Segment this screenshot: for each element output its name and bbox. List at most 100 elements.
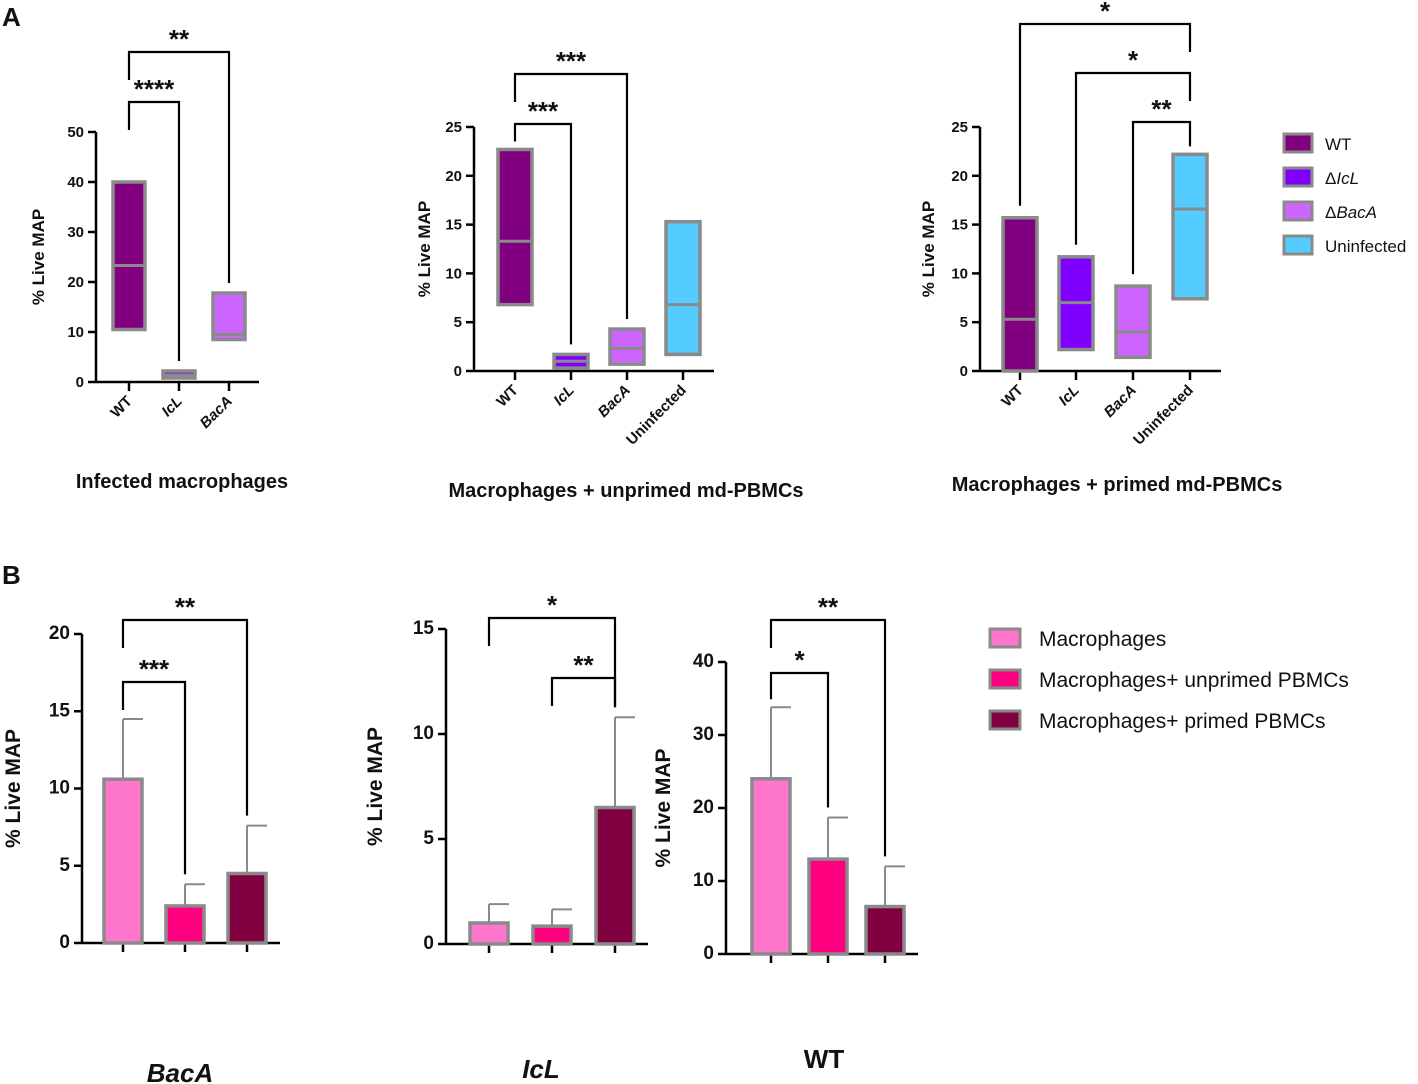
bar-macrophages: [468, 921, 510, 946]
y-tick-label: 50: [67, 124, 84, 141]
y-axis-label: % Live MAP: [415, 201, 434, 297]
bar-macrophages-primed-pbmcs: [226, 871, 268, 945]
box-baca: [211, 291, 247, 342]
y-axis-label: % Live MAP: [29, 209, 48, 305]
legend-text: IcL: [1336, 169, 1359, 188]
y-tick-label: 25: [951, 119, 968, 136]
significance-stars: **: [175, 592, 196, 622]
legend-swatch-wt: [1282, 132, 1314, 154]
legend-swatch-uninfected: [1282, 234, 1314, 256]
significance-bracket: [1131, 120, 1192, 275]
y-tick-label: 20: [445, 168, 462, 185]
legend-swatch-icl: [1282, 166, 1314, 188]
bar-macrophages-unprimed-pbmcs: [164, 904, 206, 945]
panel-label-b: B: [2, 560, 21, 590]
box-wt: [1001, 216, 1039, 373]
x-category-label: WT: [493, 382, 522, 411]
y-tick-label: 20: [693, 797, 714, 818]
y-axis-label: % Live MAP: [652, 748, 675, 867]
y-tick-label: 20: [951, 168, 968, 185]
y-tick-label: 10: [693, 870, 714, 891]
x-category-label: Uninfected: [623, 382, 690, 449]
x-category-label: IcL: [1055, 382, 1082, 409]
legend-text: BacA: [1336, 203, 1377, 222]
bar-macrophages-unprimed-pbmcs: [807, 857, 849, 956]
legend-text: Uninfected: [1325, 237, 1406, 256]
y-tick-label: 10: [49, 778, 70, 799]
significance-stars: **: [818, 592, 839, 622]
significance-stars: ***: [528, 96, 559, 126]
legend-swatch-baca: [1282, 200, 1314, 222]
legend-label-wt: WT: [1325, 135, 1351, 154]
chart-title: BacA: [147, 1058, 213, 1084]
significance-bracket: [769, 671, 830, 808]
x-category-label: Uninfected: [1130, 382, 1197, 449]
x-category-label: IcL: [550, 382, 577, 409]
significance-stars: **: [169, 24, 190, 54]
y-tick-label: 0: [703, 943, 714, 964]
x-category-label: BacA: [1101, 382, 1140, 421]
x-category-label: WT: [998, 382, 1027, 411]
significance-stars: ***: [139, 654, 170, 684]
box-uninfected: [664, 219, 702, 357]
significance-bracket: [127, 50, 231, 283]
y-tick-label: 30: [693, 724, 714, 745]
x-category-label: BacA: [197, 393, 236, 432]
y-axis-label: % Live MAP: [364, 727, 387, 846]
chart-title: Infected macrophages: [76, 471, 288, 493]
legend-label-macrophages-primed-pbmcs: Macrophages+ primed PBMCs: [1039, 710, 1326, 733]
legend-label-macrophages: Macrophages: [1039, 628, 1166, 651]
y-axis-label: % Live MAP: [2, 729, 25, 848]
y-tick-label: 5: [423, 828, 434, 849]
box-baca: [608, 327, 646, 366]
box-wt: [111, 180, 147, 332]
legend-swatch-macrophages-unprimed-pbmcs: [988, 668, 1022, 690]
legend-delta-prefix: Δ: [1325, 169, 1336, 188]
significance-bracket: [127, 100, 181, 361]
y-tick-label: 10: [951, 265, 968, 282]
significance-bracket: [1018, 22, 1192, 206]
chart-title: WT: [804, 1044, 845, 1074]
y-tick-label: 20: [49, 623, 70, 644]
chart-title: Macrophages + unprimed md-PBMCs: [448, 480, 803, 502]
chart-title: Macrophages + primed md-PBMCs: [952, 474, 1283, 496]
legend-text: WT: [1325, 135, 1351, 154]
significance-stars: **: [1151, 94, 1172, 124]
box-uninfected: [1171, 152, 1209, 301]
x-category-label: WT: [107, 393, 136, 422]
y-tick-label: 0: [423, 933, 434, 954]
y-tick-label: 15: [413, 618, 435, 639]
significance-bracket: [121, 618, 249, 816]
y-tick-label: 0: [59, 932, 70, 953]
y-tick-label: 20: [67, 274, 84, 291]
x-category-label: BacA: [595, 382, 634, 421]
significance-bracket: [513, 72, 629, 320]
significance-stars: **: [573, 650, 594, 680]
significance-bracket: [550, 676, 617, 708]
significance-bracket: [487, 616, 617, 708]
y-tick-label: 0: [960, 363, 968, 380]
significance-stars: ****: [134, 74, 175, 104]
legend-label-icl: ΔIcL: [1325, 169, 1359, 188]
legend-label-baca: ΔBacA: [1325, 203, 1377, 222]
legend-swatch-macrophages-primed-pbmcs: [988, 709, 1022, 731]
y-tick-label: 5: [454, 314, 462, 331]
y-tick-label: 40: [693, 651, 714, 672]
significance-stars: *: [1128, 45, 1139, 75]
y-tick-label: 15: [445, 217, 462, 234]
y-tick-label: 5: [59, 855, 70, 876]
legend-swatch-macrophages: [988, 627, 1022, 649]
y-tick-label: 10: [67, 324, 84, 341]
significance-stars: *: [794, 645, 805, 675]
bar-macrophages-primed-pbmcs: [864, 904, 906, 956]
legend-delta-prefix: Δ: [1325, 203, 1336, 222]
x-category-label: IcL: [158, 393, 185, 420]
bar-macrophages: [102, 777, 144, 945]
bar-macrophages-primed-pbmcs: [594, 805, 636, 946]
